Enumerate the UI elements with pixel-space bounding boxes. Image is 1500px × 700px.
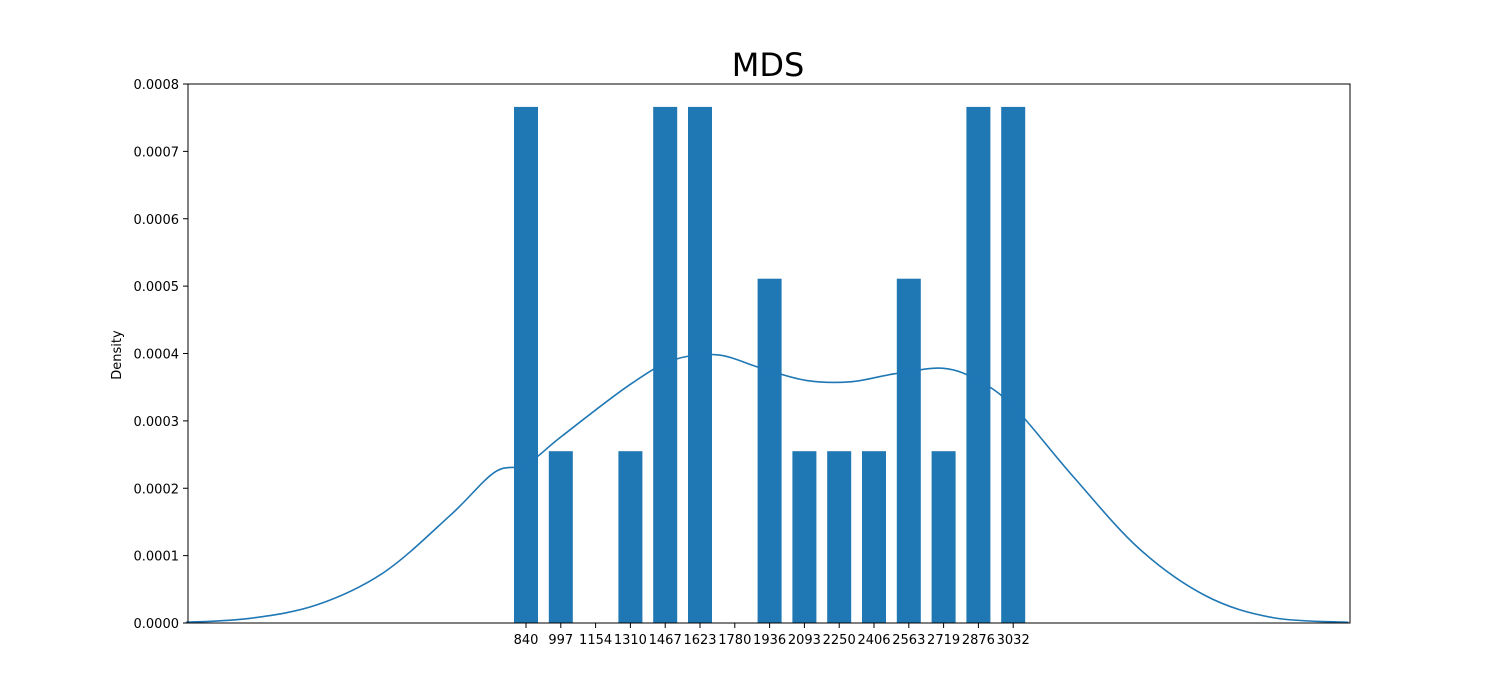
x-tick-label-2250: 2250: [823, 633, 856, 648]
y-tick-label-2: 0.0002: [134, 482, 180, 497]
x-ticks: 840 997 1154 1310 1467 1623 1780 1936 2093 2250 24…: [514, 623, 1030, 648]
bar-2876: [966, 106, 991, 624]
y-ticks: 0.0000 0.0001 0.0002 0.0003 0.0004 0.0005 0.00…: [134, 78, 188, 632]
y-tick-label-5: 0.0005: [134, 280, 180, 295]
x-tick-label-2093: 2093: [788, 633, 821, 648]
x-tick-label-1467: 1467: [649, 633, 682, 648]
y-tick-label-1: 0.0001: [134, 550, 180, 565]
y-tick-label-3: 0.0003: [134, 415, 180, 430]
x-tick-label-2406: 2406: [857, 633, 890, 648]
y-tick-label-7: 0.0007: [134, 145, 180, 160]
bar-2563: [896, 278, 921, 623]
x-tick-label-2876: 2876: [962, 633, 995, 648]
bar-2719: [931, 451, 956, 623]
bars: [514, 106, 1026, 624]
x-tick-label-1154: 1154: [579, 633, 612, 648]
x-tick-label-2719: 2719: [927, 633, 960, 648]
bar-2406: [862, 451, 886, 623]
density-curve: [185, 353, 1349, 624]
y-axis-label: Density: [110, 330, 125, 380]
x-tick-label-1936: 1936: [753, 633, 786, 648]
plot-frame: [187, 83, 1351, 624]
density-line: [185, 353, 1349, 624]
x-tick-label-1310: 1310: [614, 633, 647, 648]
bar-1936: [757, 278, 782, 623]
y-tick-label-0: 0.0000: [134, 617, 180, 632]
x-tick-label-840: 840: [514, 633, 539, 648]
bar-1467: [653, 106, 678, 624]
bar-3032: [1001, 106, 1026, 624]
bar-840: [514, 106, 538, 624]
y-tick-label-8: 0.0008: [134, 78, 180, 93]
bar-1623: [688, 106, 712, 624]
x-tick-label-997: 997: [548, 633, 573, 648]
chart-title: MDS: [732, 46, 805, 84]
bar-2093: [792, 451, 817, 623]
y-tick-label-4: 0.0004: [134, 348, 180, 363]
bar-2250: [827, 451, 852, 623]
x-tick-label-1623: 1623: [683, 633, 716, 648]
x-tick-label-2563: 2563: [892, 633, 925, 648]
bar-997: [548, 451, 573, 623]
x-tick-label-1780: 1780: [718, 633, 751, 648]
y-tick-label-6: 0.0006: [134, 213, 180, 228]
x-tick-label-3032: 3032: [997, 633, 1030, 648]
bar-1310: [618, 451, 643, 623]
